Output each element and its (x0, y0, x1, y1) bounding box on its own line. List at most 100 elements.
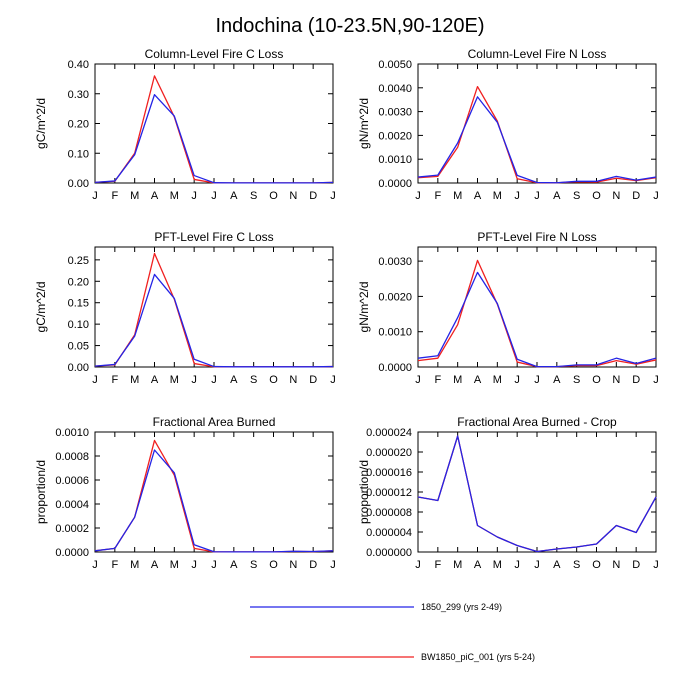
x-tick-label: M (170, 190, 179, 202)
x-tick-label: M (130, 374, 139, 386)
y-axis-label: proportion/d (34, 460, 48, 524)
y-tick-label: 0.0050 (378, 59, 412, 71)
x-tick-label: A (230, 190, 238, 202)
x-tick-label: F (111, 559, 118, 571)
x-tick-label: O (592, 190, 601, 202)
x-tick-label: J (92, 190, 98, 202)
panel-title: Column-Level Fire N Loss (468, 47, 607, 61)
x-tick-label: S (250, 374, 257, 386)
x-tick-label: A (151, 559, 159, 571)
plot-frame (417, 63, 657, 184)
y-axis-label: gC/m^2/d (34, 98, 48, 149)
y-axis-label: gN/m^2/d (357, 282, 371, 333)
x-tick-label: J (415, 190, 421, 202)
x-tick-label: J (330, 374, 336, 386)
plot-frame (94, 63, 334, 184)
series-line-blue (94, 449, 334, 553)
y-tick-label: 0.05 (68, 341, 89, 353)
y-tick-label: 0.000020 (366, 447, 412, 459)
x-tick-label: O (592, 374, 601, 386)
y-tick-label: 0.0004 (55, 499, 89, 511)
y-tick-label: 0.000016 (366, 467, 412, 479)
y-tick-label: 0.0020 (378, 130, 412, 142)
x-tick-label: O (269, 374, 278, 386)
x-tick-label: A (230, 374, 238, 386)
x-tick-label: N (612, 190, 620, 202)
x-tick-label: J (653, 190, 659, 202)
x-tick-label: J (330, 190, 336, 202)
y-tick-label: 0.0000 (378, 362, 412, 374)
x-tick-label: A (230, 559, 238, 571)
x-tick-label: A (151, 190, 159, 202)
panel-title: Fractional Area Burned - Crop (457, 415, 617, 429)
series-line-red (94, 252, 334, 368)
x-tick-label: A (553, 559, 561, 571)
y-tick-label: 0.0010 (378, 327, 412, 339)
panel-title: Fractional Area Burned (153, 415, 276, 429)
y-tick-label: 0.000000 (366, 547, 412, 559)
panel-title: PFT-Level Fire N Loss (477, 230, 596, 244)
y-tick-label: 0.0002 (55, 523, 89, 535)
x-tick-label: J (415, 374, 421, 386)
x-tick-label: J (534, 190, 540, 202)
y-tick-label: 0.0000 (378, 178, 412, 190)
y-tick-label: 0.000012 (366, 487, 412, 499)
x-tick-label: N (289, 559, 297, 571)
x-tick-label: M (170, 559, 179, 571)
series-line-blue (417, 271, 657, 368)
x-tick-label: J (211, 374, 217, 386)
x-tick-label: D (632, 190, 640, 202)
y-tick-label: 0.0010 (55, 427, 89, 439)
legend-label: BW1850_piC_001 (yrs 5-24) (421, 652, 535, 662)
y-tick-label: 0.0010 (378, 154, 412, 166)
x-tick-label: N (289, 374, 297, 386)
y-axis-label: proportion/d (357, 460, 371, 524)
x-tick-label: M (453, 374, 462, 386)
x-tick-label: A (151, 374, 159, 386)
x-tick-label: N (612, 374, 620, 386)
x-tick-label: A (474, 559, 482, 571)
y-tick-label: 0.10 (68, 319, 89, 331)
x-tick-label: J (211, 559, 217, 571)
x-tick-label: J (211, 190, 217, 202)
x-tick-label: M (493, 559, 502, 571)
series-line-red (94, 439, 334, 553)
y-tick-label: 0.30 (68, 89, 89, 101)
plot-frame (94, 246, 334, 368)
plot-frame (94, 431, 334, 553)
x-tick-label: A (553, 190, 561, 202)
y-tick-label: 0.000024 (366, 427, 412, 439)
legend-label: 1850_299 (yrs 2-49) (421, 602, 502, 612)
y-tick-label: 0.0000 (55, 547, 89, 559)
legend-item: BW1850_piC_001 (yrs 5-24) (250, 652, 535, 662)
y-tick-label: 0.40 (68, 59, 89, 71)
x-tick-label: M (453, 190, 462, 202)
x-tick-label: J (191, 374, 197, 386)
x-tick-label: S (573, 374, 580, 386)
legend-item: 1850_299 (yrs 2-49) (250, 602, 502, 612)
y-tick-label: 0.0020 (378, 291, 412, 303)
panel-title: PFT-Level Fire C Loss (154, 230, 273, 244)
y-tick-label: 0.10 (68, 148, 89, 160)
series-line-blue (94, 273, 334, 368)
panel-title: Column-Level Fire C Loss (145, 47, 284, 61)
x-tick-label: S (250, 190, 257, 202)
y-axis-label: gN/m^2/d (357, 98, 371, 149)
x-tick-label: O (269, 190, 278, 202)
x-tick-label: F (434, 374, 441, 386)
x-tick-label: J (653, 559, 659, 571)
y-tick-label: 0.15 (68, 298, 89, 310)
x-tick-label: J (191, 559, 197, 571)
y-tick-label: 0.0030 (378, 107, 412, 119)
plot-frame (417, 246, 657, 368)
series-line-red (417, 85, 657, 184)
y-tick-label: 0.000004 (366, 527, 412, 539)
y-tick-label: 0.00 (68, 178, 89, 190)
x-tick-label: J (191, 190, 197, 202)
x-tick-label: F (434, 559, 441, 571)
